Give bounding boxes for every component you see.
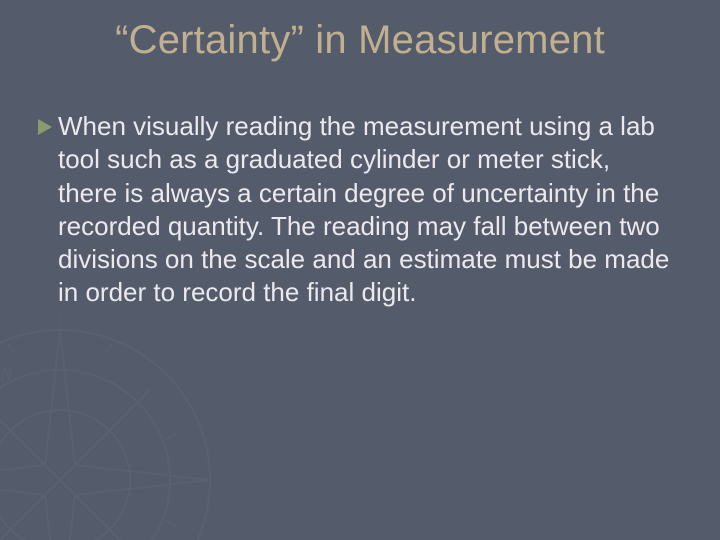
slide-body: When visually reading the measurement us… — [38, 110, 676, 310]
bullet-text: When visually reading the measurement us… — [58, 110, 676, 310]
bullet-item: When visually reading the measurement us… — [38, 110, 676, 310]
play-triangle-icon — [38, 119, 52, 135]
decorative-compass-art: N W S — [0, 280, 260, 540]
presentation-slide: N W S “Certainty” in Measurement When vi… — [0, 0, 720, 540]
slide-title: “Certainty” in Measurement — [0, 18, 720, 63]
svg-text:N: N — [0, 364, 13, 384]
